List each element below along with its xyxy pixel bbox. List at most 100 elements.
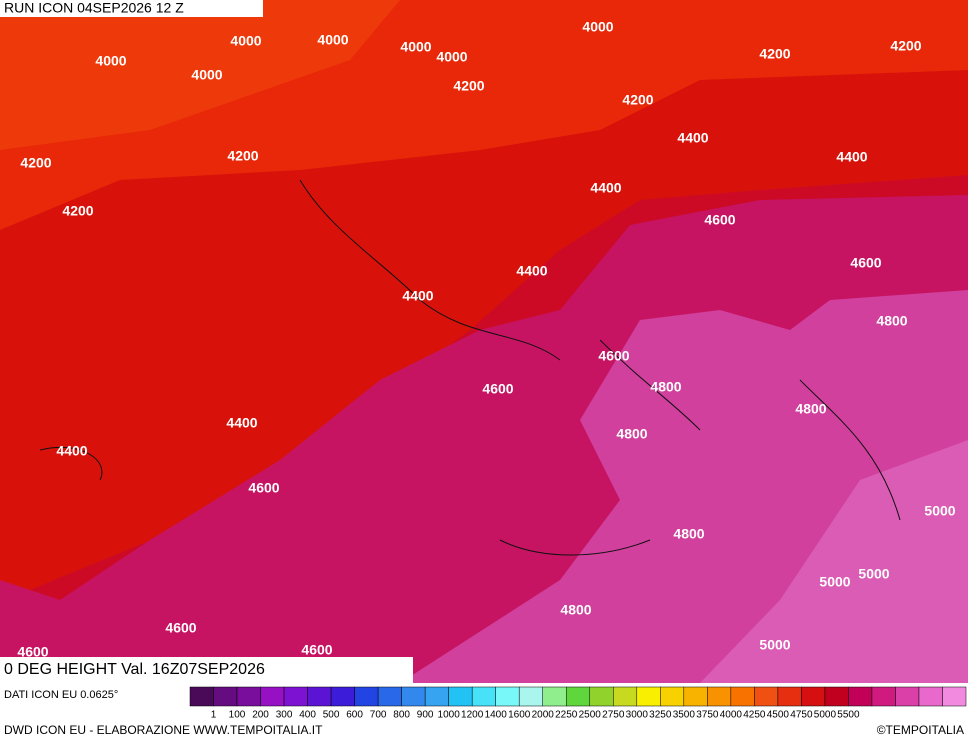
colorbar-label: 200 xyxy=(252,710,269,721)
colorbar-label: 3500 xyxy=(673,710,696,721)
contour-label: 4600 xyxy=(301,642,332,658)
colorbar-label: 100 xyxy=(229,710,246,721)
contour-label: 4800 xyxy=(673,526,704,542)
colorbar-swatch xyxy=(236,686,261,707)
footer-right: ©TEMPOITALIA xyxy=(877,723,964,737)
colorbar-swatch xyxy=(895,686,920,707)
colorbar-swatch xyxy=(660,686,685,707)
contour-label: 5000 xyxy=(759,637,790,653)
colorbar-swatch xyxy=(636,686,661,707)
contour-label: 4200 xyxy=(20,155,51,171)
contour-label: 4600 xyxy=(165,620,196,636)
contour-label: 4000 xyxy=(191,67,222,83)
contour-label: 4800 xyxy=(560,602,591,618)
contour-label: 4600 xyxy=(598,348,629,364)
colorbar-swatch xyxy=(542,686,567,707)
colorbar-label: 3250 xyxy=(649,710,672,721)
colorbar-swatch xyxy=(213,686,238,707)
colorbar-label: 3000 xyxy=(626,710,649,721)
contour-label: 4000 xyxy=(95,53,126,69)
colorbar-label: 4250 xyxy=(743,710,766,721)
colorbar-label: 400 xyxy=(299,710,316,721)
colorbar-swatch xyxy=(330,686,355,707)
colorbar-swatch xyxy=(283,686,308,707)
source-label: DATI ICON EU 0.0625° xyxy=(4,689,118,701)
colorbar-swatch xyxy=(754,686,779,707)
colorbar-swatch xyxy=(848,686,873,707)
map-fields xyxy=(0,0,968,683)
colorbar-swatch xyxy=(260,686,285,707)
colorbar-swatch xyxy=(307,686,332,707)
contour-label: 4600 xyxy=(850,255,881,271)
colorbar-swatch xyxy=(471,686,496,707)
footer-left: DWD ICON EU - ELABORAZIONE WWW.TEMPOITAL… xyxy=(4,723,323,737)
contour-label: 4600 xyxy=(17,644,48,660)
contour-label: 4000 xyxy=(400,39,431,55)
contour-label: 4200 xyxy=(622,92,653,108)
colorbar-label: 300 xyxy=(276,710,293,721)
colorbar-swatch xyxy=(801,686,826,707)
colorbar-swatch xyxy=(871,686,896,707)
contour-label: 4400 xyxy=(590,180,621,196)
contour-label: 4400 xyxy=(516,263,547,279)
contour-label: 4600 xyxy=(704,212,735,228)
field xyxy=(0,0,400,150)
field xyxy=(700,440,968,683)
colorbar-label: 4750 xyxy=(790,710,813,721)
colorbar-label: 2500 xyxy=(579,710,602,721)
colorbar-label: 500 xyxy=(323,710,340,721)
colorbar-swatch xyxy=(377,686,402,707)
colorbar-swatch xyxy=(565,686,591,707)
contour-label: 5000 xyxy=(819,574,850,590)
colorbar-swatch xyxy=(730,686,755,707)
contour-label: 4200 xyxy=(62,203,93,219)
colorbar-swatch xyxy=(448,686,473,707)
colorbar-label: 700 xyxy=(370,710,387,721)
colorbar-label: 4000 xyxy=(720,710,743,721)
colorbar-swatch xyxy=(589,686,614,707)
contour-label: 4600 xyxy=(248,480,279,496)
colorbar-label: 4500 xyxy=(767,710,790,721)
contour-label: 4000 xyxy=(317,32,348,48)
colorbar-label: 1400 xyxy=(485,710,508,721)
map-title: 0 DEG HEIGHT Val. 16Z07SEP2026 xyxy=(4,661,265,678)
contour-label: 4800 xyxy=(616,426,647,442)
contour-label: 4200 xyxy=(227,148,258,164)
colorbar-swatch xyxy=(495,686,520,707)
colorbar-label: 1 xyxy=(211,710,217,721)
contour-label: 4400 xyxy=(677,130,708,146)
colorbar-label: 1200 xyxy=(461,710,484,721)
colorbar-label: 5500 xyxy=(837,710,860,721)
colorbar-label: 1000 xyxy=(438,710,461,721)
colorbar-swatch xyxy=(824,686,849,707)
contour-label: 4000 xyxy=(436,49,467,65)
colorbar-swatch xyxy=(683,686,708,707)
contour-label: 4400 xyxy=(836,149,867,165)
colorbar-label: 800 xyxy=(393,710,410,721)
coastline xyxy=(39,179,901,556)
colorbar-label: 900 xyxy=(417,710,434,721)
colorbar-swatch xyxy=(777,686,802,707)
contour-label: 4200 xyxy=(759,46,790,62)
colorbar-swatch xyxy=(424,686,449,707)
colorbar-swatch xyxy=(613,686,638,707)
contour-label: 4000 xyxy=(230,33,261,49)
contour-label: 4400 xyxy=(56,443,87,459)
colorbar-label: 600 xyxy=(346,710,363,721)
colorbar-label: 2750 xyxy=(602,710,625,721)
colorbar-swatch xyxy=(354,686,379,707)
colorbar-swatch xyxy=(942,686,967,707)
colorbar-label: 1600 xyxy=(508,710,531,721)
contour-label: 4800 xyxy=(876,313,907,329)
contour-label: 4200 xyxy=(890,38,921,54)
title-box xyxy=(0,657,413,683)
colorbar-label: 2000 xyxy=(532,710,555,721)
colorbar-swatch xyxy=(707,686,732,707)
colorbar-swatch xyxy=(401,686,426,707)
contour-label: 5000 xyxy=(924,503,955,519)
colorbar-swatch xyxy=(189,686,214,707)
colorbar-label: 5000 xyxy=(814,710,837,721)
colorbar-label: 2250 xyxy=(555,710,578,721)
contour-label: 4000 xyxy=(582,19,613,35)
